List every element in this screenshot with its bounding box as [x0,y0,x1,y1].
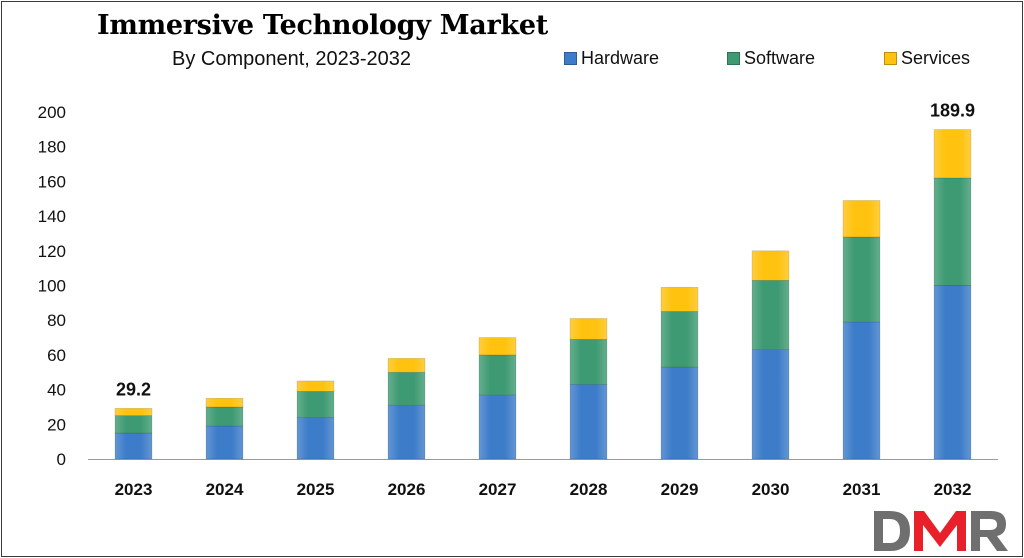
bar-services-2023 [114,408,153,416]
chart-subtitle: By Component, 2023-2032 [172,48,412,70]
bar-software-2024 [205,406,244,427]
bar-software-2031 [842,236,881,323]
chart-title: Immersive Technology Market [97,10,548,41]
legend-item-software: Software [727,48,815,69]
data-label-2023: 29.2 [116,379,151,399]
y-tick-label-140: 140 [38,207,66,226]
bar-services-2025 [296,380,335,392]
bar-hardware-2030 [751,349,790,460]
legend-label-hardware: Hardware [581,48,660,68]
legend-item-hardware: Hardware [564,48,659,69]
bar-hardware-2026 [387,404,426,460]
bar-hardware-2032 [933,285,972,460]
bar-services-2026 [387,358,426,373]
bar-hardware-2028 [569,384,608,460]
legend-swatch-services [884,52,897,65]
y-tick-label-120: 120 [38,242,66,261]
y-tick-label-0: 0 [57,450,66,469]
bar-services-2031 [842,200,881,238]
legend-label-software: Software [744,48,816,68]
bar-hardware-2024 [205,425,244,460]
bar-services-2030 [751,250,790,281]
x-tick-label-2027: 2027 [479,480,517,499]
bar-hardware-2027 [478,394,517,460]
x-tick-label-2024: 2024 [206,480,244,499]
bar-hardware-2031 [842,321,881,460]
bar-services-2027 [478,337,517,356]
y-tick-label-180: 180 [38,138,66,157]
bar-software-2032 [933,177,972,286]
y-tick-label-80: 80 [47,311,66,330]
y-tick-label-40: 40 [47,381,66,400]
bar-software-2028 [569,338,608,385]
y-tick-label-100: 100 [38,277,66,296]
dmr-logo [874,511,1008,551]
x-tick-label-2031: 2031 [843,480,881,499]
bar-software-2023 [114,415,153,434]
x-tick-label-2026: 2026 [388,480,426,499]
bar-hardware-2025 [296,417,335,460]
x-tick-label-2023: 2023 [115,480,153,499]
y-tick-label-200: 200 [38,103,66,122]
bar-software-2025 [296,391,335,418]
bar-software-2029 [660,311,699,368]
y-tick-label-160: 160 [38,172,66,191]
bar-hardware-2023 [114,432,153,460]
legend-label-services: Services [901,48,971,68]
y-tick-label-20: 20 [47,415,66,434]
data-label-2032: 189.9 [930,101,975,121]
bar-services-2029 [660,286,699,312]
y-tick-label-60: 60 [47,346,66,365]
bar-software-2027 [478,354,517,396]
x-tick-label-2025: 2025 [297,480,335,499]
bar-services-2028 [569,318,608,340]
bar-software-2030 [751,279,790,350]
legend-item-services: Services [884,48,970,69]
bar-services-2032 [933,129,972,179]
x-tick-label-2032: 2032 [934,480,972,499]
x-tick-label-2028: 2028 [570,480,608,499]
bar-services-2024 [205,397,244,408]
legend-swatch-software [727,52,740,65]
legend-swatch-hardware [564,52,577,65]
x-tick-label-2030: 2030 [752,480,790,499]
x-tick-label-2029: 2029 [661,480,699,499]
bar-software-2026 [387,371,426,406]
bar-hardware-2029 [660,366,699,460]
